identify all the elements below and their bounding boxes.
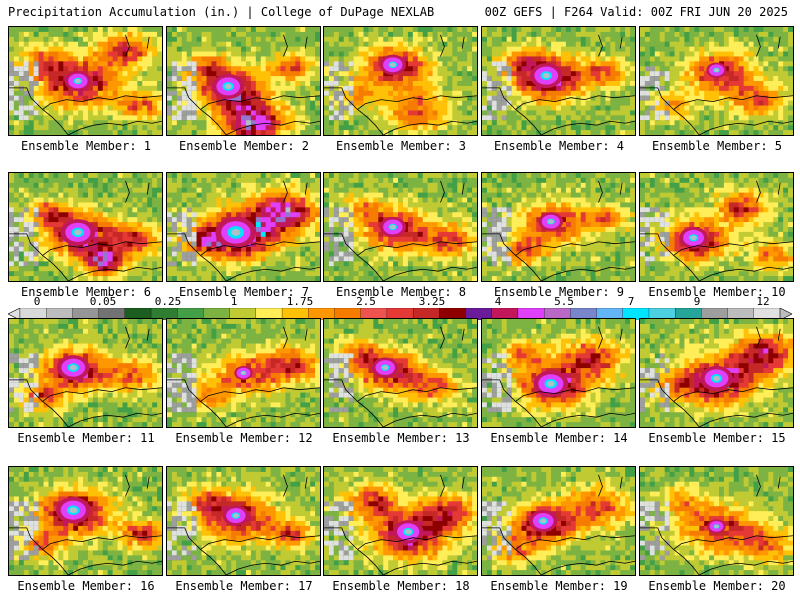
colorbar-tick-label: 5.5 xyxy=(554,295,574,308)
colorbar-tick-label: 3.25 xyxy=(418,295,446,308)
ensemble-member-map xyxy=(323,466,478,576)
colorbar-tick-label: 7 xyxy=(627,295,635,308)
colorbar-tick-label: 1.75 xyxy=(286,295,314,308)
colorbar-tick-label: 9 xyxy=(693,295,701,308)
ensemble-member-map xyxy=(166,466,321,576)
ensemble-member-map xyxy=(323,26,478,136)
ensemble-member-label: Ensemble Member: 16 xyxy=(17,579,155,593)
ensemble-member-map xyxy=(8,26,163,136)
ensemble-member-map xyxy=(323,172,478,282)
ensemble-member-label: Ensemble Member: 18 xyxy=(332,579,470,593)
ensemble-member-map xyxy=(639,466,794,576)
ensemble-member-map xyxy=(639,26,794,136)
colorbar-tick-label: 0 xyxy=(33,295,41,308)
ensemble-member-label: Ensemble Member: 2 xyxy=(178,139,310,153)
colorbar xyxy=(8,308,792,320)
ensemble-member-label: Ensemble Member: 15 xyxy=(648,431,786,445)
ensemble-member-map xyxy=(481,26,636,136)
ensemble-member-label: Ensemble Member: 7 xyxy=(178,285,310,299)
run-info: 00Z GEFS | F264 Valid: 00Z FRI JUN 20 20… xyxy=(484,5,788,19)
ensemble-member-map xyxy=(639,318,794,428)
ensemble-member-map xyxy=(166,172,321,282)
ensemble-member-label: Ensemble Member: 11 xyxy=(17,431,155,445)
colorbar-tick-label: 2.5 xyxy=(356,295,376,308)
ensemble-member-label: Ensemble Member: 5 xyxy=(651,139,783,153)
ensemble-member-map xyxy=(639,172,794,282)
colorbar-tick-label: 0.05 xyxy=(89,295,117,308)
ensemble-member-label: Ensemble Member: 3 xyxy=(335,139,467,153)
ensemble-member-map xyxy=(8,466,163,576)
colorbar-tick-labels: 0 0.05 0.25 1 1.75 2.5 3.25 4 5.5 7 9 12 xyxy=(0,296,800,310)
colorbar-tick-label: 1 xyxy=(230,295,238,308)
ensemble-member-label: Ensemble Member: 19 xyxy=(490,579,628,593)
ensemble-member-map xyxy=(481,172,636,282)
ensemble-member-label: Ensemble Member: 13 xyxy=(332,431,470,445)
ensemble-member-label: Ensemble Member: 8 xyxy=(335,285,467,299)
ensemble-member-label: Ensemble Member: 20 xyxy=(648,579,786,593)
ensemble-member-map xyxy=(166,26,321,136)
colorbar-right-arrow xyxy=(779,308,792,320)
colorbar-tick-label: 4 xyxy=(494,295,502,308)
ensemble-member-label: Ensemble Member: 9 xyxy=(493,285,625,299)
page-title: Precipitation Accumulation (in.) | Colle… xyxy=(8,5,435,19)
colorbar-tick-label: 12 xyxy=(756,295,770,308)
ensemble-member-map xyxy=(481,318,636,428)
ensemble-member-map xyxy=(8,172,163,282)
ensemble-member-label: Ensemble Member: 17 xyxy=(175,579,313,593)
ensemble-member-map xyxy=(166,318,321,428)
ensemble-member-map xyxy=(8,318,163,428)
ensemble-member-map xyxy=(323,318,478,428)
ensemble-member-label: Ensemble Member: 1 xyxy=(20,139,152,153)
ensemble-member-map xyxy=(481,466,636,576)
ensemble-member-label: Ensemble Member: 6 xyxy=(20,285,152,299)
colorbar-tick-label: 0.25 xyxy=(154,295,182,308)
ensemble-member-label: Ensemble Member: 4 xyxy=(493,139,625,153)
ensemble-member-label: Ensemble Member: 12 xyxy=(175,431,313,445)
ensemble-member-label: Ensemble Member: 10 xyxy=(648,285,786,299)
ensemble-member-label: Ensemble Member: 14 xyxy=(490,431,628,445)
